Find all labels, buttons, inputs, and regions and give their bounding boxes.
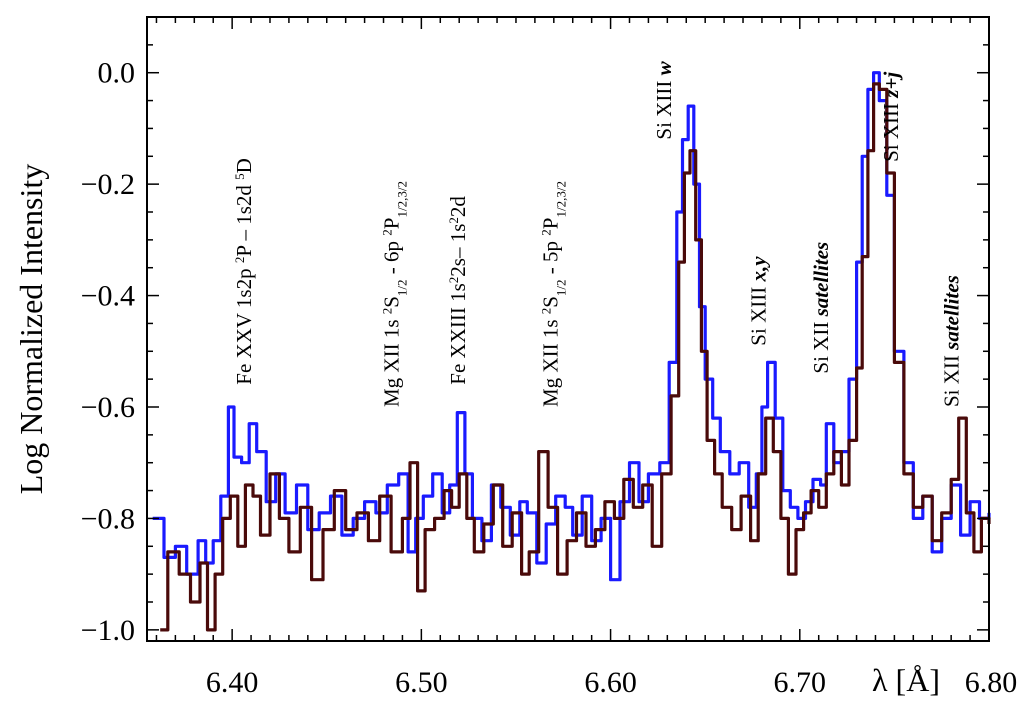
series-layer (152, 71, 991, 632)
line-annotation: Mg XII 1s 2S1/2 - 6p 2P1/2,3/2 (379, 181, 409, 407)
x-tick-label: 6.80 (965, 666, 1018, 699)
x-axis-label: λ [Å] (872, 662, 940, 698)
line-annotation: Si XIII z+j (879, 72, 903, 162)
y-tick-label: −0.8 (81, 502, 135, 535)
x-tick-label: 6.50 (395, 666, 448, 699)
x-label-backdrop (851, 652, 951, 698)
line-annotation: Si XII satellites (809, 242, 833, 374)
y-tick-label: 0.0 (98, 57, 136, 90)
line-annotation: Mg XII 1s 2S1/2 - 5p 2P1/2,3/2 (538, 181, 568, 407)
line-annotation: Si XII satellites (940, 275, 964, 407)
x-tick-label: 6.60 (584, 666, 637, 699)
line-annotation: Fe XXIII 1s22s– 1s22d (445, 196, 470, 385)
line-annotation: Si XIII w (652, 60, 676, 139)
y-tick-label: −1.0 (81, 614, 135, 647)
annotation-layer: Fe XXV 1s2p 2P – 1s2d 5D Mg XII 1s 2S1/2 … (232, 60, 964, 407)
x-tick-label: 6.40 (206, 666, 259, 699)
x-tick-label: 6.70 (774, 666, 827, 699)
series-line-blue (152, 71, 991, 582)
series-line-brown (160, 82, 991, 632)
y-tick-label: −0.2 (81, 168, 135, 201)
line-annotation: Fe XXV 1s2p 2P – 1s2d 5D (232, 158, 257, 385)
y-tick-label: −0.4 (81, 280, 135, 313)
y-tick-label: −0.6 (81, 391, 135, 424)
line-annotation: Si XIII x,y (747, 256, 771, 346)
plot-frame (146, 16, 990, 642)
y-axis-label: Log Normalized Intensity (13, 164, 49, 495)
tick-layer: 6.40 6.50 6.60 6.70 6.80 0.0 −0.2 −0.4 −0.6 −0.8 −… (81, 16, 1018, 699)
